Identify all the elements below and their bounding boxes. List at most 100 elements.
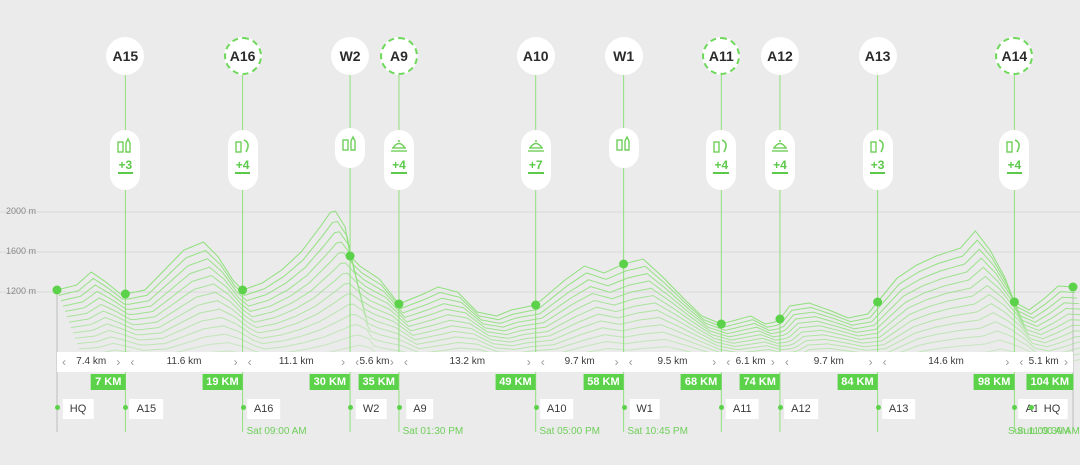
profile-marker-9: [873, 297, 883, 307]
checkpoint-badge-w2[interactable]: W2: [331, 37, 370, 75]
checkpoint-dot: [55, 405, 60, 410]
chevron-right-icon: ›: [526, 355, 531, 369]
checkpoint-dot: [875, 405, 881, 410]
checkpoint-tag-a12[interactable]: A12: [784, 399, 818, 419]
checkpoint-dot: [123, 405, 129, 410]
chevron-left-icon: ‹: [628, 355, 633, 369]
profile-marker-5: [531, 300, 541, 310]
service-count: +4: [391, 158, 407, 174]
elevation-line-9: [74, 303, 1080, 354]
checkpoint-tag-a11[interactable]: A11: [725, 399, 759, 419]
km-badge: 58 KM: [583, 374, 624, 390]
drink-icon: [341, 135, 359, 151]
checkpoint-badge-a14[interactable]: A14: [995, 37, 1034, 75]
eta-time: Sat 10:45 PM: [627, 426, 688, 437]
service-pill-w1[interactable]: [608, 128, 639, 168]
checkpoint-badge-a10[interactable]: A10: [516, 37, 555, 75]
segment-distance: 9.5 km: [657, 356, 688, 367]
checkpoint-badge-a16[interactable]: A16: [223, 37, 262, 75]
chevron-left-icon: ‹: [784, 355, 789, 369]
checkpoint-tag-a10[interactable]: A10: [539, 399, 574, 419]
profile-marker-3: [345, 251, 355, 261]
profile-marker-4: [394, 299, 404, 309]
chevron-left-icon: ‹: [247, 355, 252, 369]
service-pill-a16[interactable]: +4: [227, 130, 258, 190]
checkpoint-badge-a13[interactable]: A13: [858, 37, 897, 75]
elevation-line-12: [80, 334, 1080, 364]
checkpoint-tag-a13[interactable]: A13: [881, 399, 916, 419]
chevron-right-icon: ›: [1005, 355, 1010, 369]
checkpoint-tag-start[interactable]: HQ: [62, 399, 94, 419]
service-count: +4: [713, 158, 730, 174]
service-pill-w2[interactable]: [335, 128, 366, 168]
profile-marker-2: [238, 285, 248, 295]
chevron-right-icon: ›: [233, 355, 238, 369]
chevron-left-icon: ‹: [540, 355, 545, 369]
checkpoint-tag-w1[interactable]: W1: [629, 399, 660, 419]
service-pill-a10[interactable]: +7: [520, 130, 551, 190]
checkpoint-dot: [1029, 405, 1034, 410]
elev-tick-1200: 1200 m: [6, 286, 37, 296]
elev-tick-2000: 2000 m: [6, 206, 37, 216]
chevron-right-icon: ›: [770, 355, 775, 369]
km-badge: 19 KM: [202, 374, 243, 390]
km-badge: 68 KM: [680, 374, 722, 390]
service-pill-a11[interactable]: +4: [706, 130, 737, 190]
service-count: +4: [234, 158, 251, 174]
checkpoint-dot: [621, 405, 627, 410]
segment-distance: 5.1 km: [1028, 356, 1059, 367]
km-badge: 104 KM: [1026, 374, 1073, 390]
checkpoint-badge-w1[interactable]: W1: [604, 37, 643, 75]
checkpoint-badge-a11[interactable]: A11: [702, 37, 741, 75]
elevation-line-11: [78, 324, 1080, 360]
profile-marker-6: [619, 259, 629, 269]
checkpoint-dot: [396, 405, 402, 410]
drink-icon: [615, 135, 633, 151]
service-pill-a15[interactable]: +3: [110, 130, 141, 190]
elevation-line-2: [60, 231, 1078, 331]
km-badge: 49 KM: [495, 374, 536, 390]
checkpoint-tag-w2[interactable]: W2: [355, 399, 387, 419]
service-pill-a12[interactable]: +4: [764, 130, 795, 190]
checkpoint-badge-a12[interactable]: A12: [760, 37, 799, 75]
elevation-line-0: [56, 210, 1074, 325]
meal-icon: [771, 137, 789, 153]
elevation-line-7: [70, 282, 1080, 348]
chevron-left-icon: ‹: [355, 355, 360, 369]
checkpoint-badge-a15[interactable]: A15: [106, 37, 145, 75]
checkpoint-dot: [533, 405, 539, 410]
segment-distance: 13.2 km: [449, 356, 486, 367]
checkpoint-tag-finish[interactable]: HQ: [1036, 399, 1068, 419]
elev-tick-1600: 1600 m: [6, 246, 37, 256]
chevron-left-icon: ‹: [130, 355, 135, 369]
eta-time: Sun 09:30 AM: [1016, 426, 1080, 437]
checkpoint-badge-a9[interactable]: A9: [379, 37, 418, 75]
checkpoint-tag-a16[interactable]: A16: [246, 399, 281, 419]
food-drink-icon: [234, 137, 252, 153]
drink-icon: [116, 137, 134, 153]
segment-distance: 6.1 km: [735, 356, 766, 367]
service-pill-a14[interactable]: +4: [999, 130, 1030, 190]
km-badge: 7 KM: [91, 374, 126, 390]
meal-icon: [390, 137, 408, 153]
elevation-line-4: [64, 251, 1080, 338]
chevron-right-icon: ›: [341, 355, 346, 369]
service-pill-a9[interactable]: +4: [383, 130, 414, 190]
km-badge: 30 KM: [309, 374, 351, 390]
service-count: +4: [772, 158, 788, 174]
profile-marker-11: [1068, 282, 1078, 292]
checkpoint-dot: [240, 405, 246, 410]
eta-time: Sat 05:00 PM: [539, 426, 600, 437]
eta-time: Sat 09:00 AM: [246, 426, 307, 437]
service-pill-a13[interactable]: +3: [862, 130, 893, 190]
chevron-right-icon: ›: [1064, 355, 1068, 369]
service-count: +4: [1006, 158, 1023, 174]
checkpoint-tag-a15[interactable]: A15: [129, 399, 164, 419]
eta-time: Sun 11:00 AM: [1007, 426, 1071, 437]
checkpoint-dot: [1012, 405, 1018, 410]
service-count: +3: [117, 158, 134, 174]
checkpoint-tag-a9[interactable]: A9: [406, 399, 434, 419]
segment-distance: 7.4 km: [76, 356, 107, 367]
